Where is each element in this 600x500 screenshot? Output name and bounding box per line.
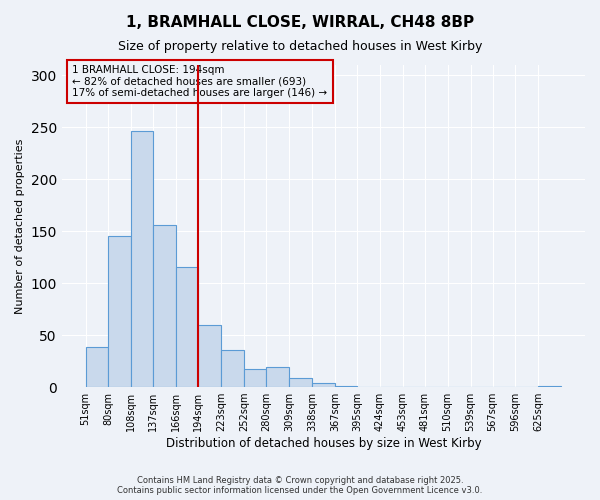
Text: Contains HM Land Registry data © Crown copyright and database right 2025.
Contai: Contains HM Land Registry data © Crown c…	[118, 476, 482, 495]
Bar	[199, 324, 221, 387]
Text: 1 BRAMHALL CLOSE: 194sqm
← 82% of detached houses are smaller (693)
17% of semi-: 1 BRAMHALL CLOSE: 194sqm ← 82% of detach…	[72, 65, 328, 98]
Bar	[176, 266, 199, 387]
Bar	[289, 378, 312, 387]
Y-axis label: Number of detached properties: Number of detached properties	[15, 138, 25, 314]
Bar	[221, 350, 244, 387]
Bar	[335, 386, 357, 387]
Text: Size of property relative to detached houses in West Kirby: Size of property relative to detached ho…	[118, 40, 482, 53]
Bar	[109, 236, 131, 387]
Bar	[538, 386, 561, 387]
Bar	[131, 132, 154, 387]
Bar	[312, 383, 335, 387]
Bar	[154, 225, 176, 387]
Bar	[266, 368, 289, 387]
X-axis label: Distribution of detached houses by size in West Kirby: Distribution of detached houses by size …	[166, 437, 481, 450]
Text: 1, BRAMHALL CLOSE, WIRRAL, CH48 8BP: 1, BRAMHALL CLOSE, WIRRAL, CH48 8BP	[126, 15, 474, 30]
Bar	[244, 370, 266, 387]
Bar	[86, 346, 109, 387]
